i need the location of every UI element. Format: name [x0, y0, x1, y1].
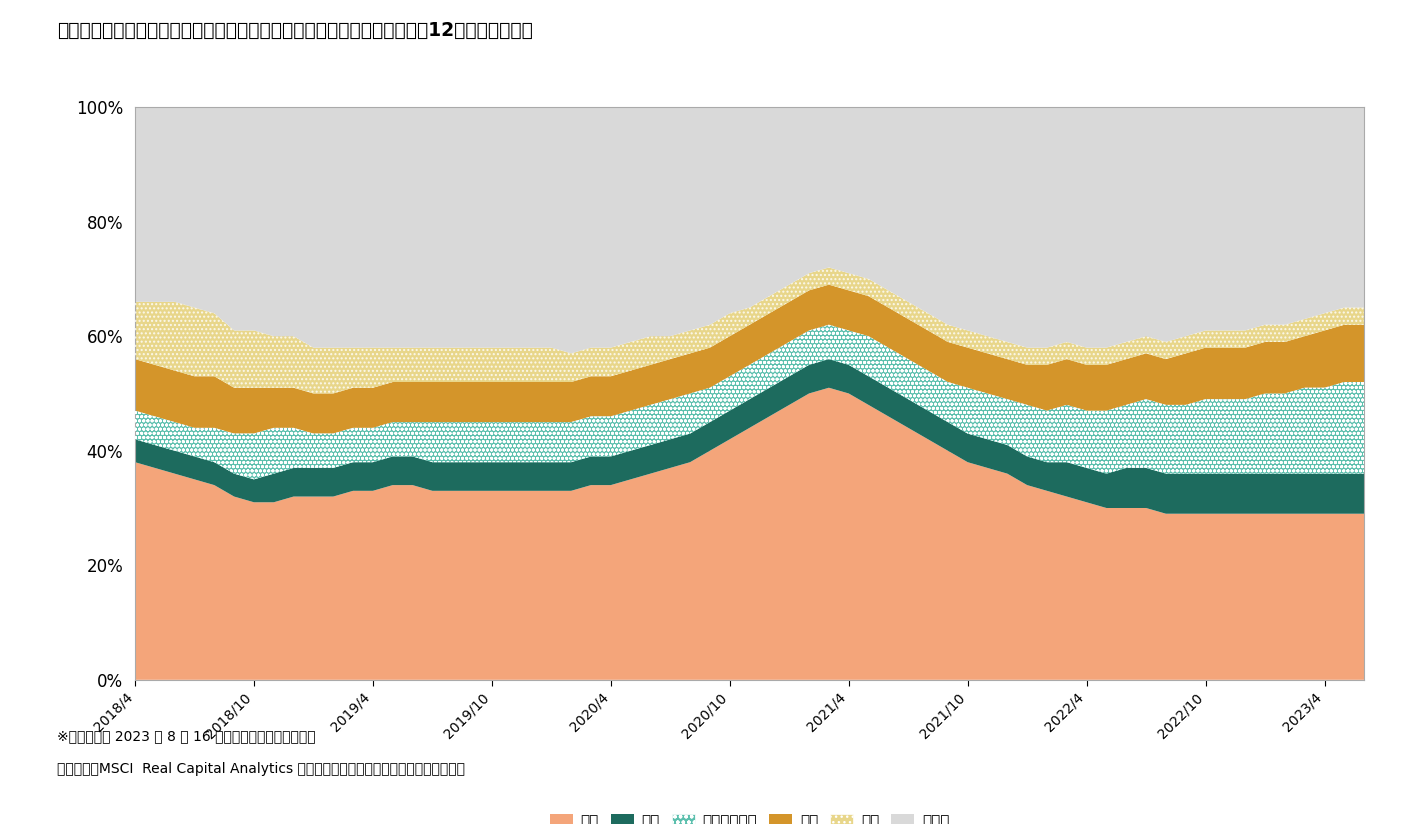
- Legend: 米国, 英国, シンガポール, 香港, 中国, その他: 米国, 英国, シンガポール, 香港, 中国, その他: [544, 808, 955, 824]
- Text: ※　データは 2023 年 8 月 16 日時点で判明しているもの: ※ データは 2023 年 8 月 16 日時点で判明しているもの: [57, 729, 315, 743]
- Text: 図表７　外国資本の国内不動産取得額に対する各国・地域の割合（月次、12ヶ月移動累計）: 図表７ 外国資本の国内不動産取得額に対する各国・地域の割合（月次、12ヶ月移動累…: [57, 21, 533, 40]
- Text: （資料）MSCI  Real Capital Analytics の公表データからニッセイ基礎研究所が作成: （資料）MSCI Real Capital Analytics の公表データから…: [57, 762, 465, 776]
